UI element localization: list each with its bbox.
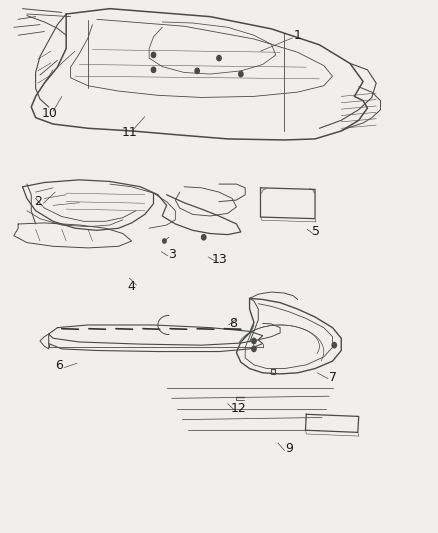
Text: 8: 8 (229, 317, 237, 330)
Text: 1: 1 (293, 29, 301, 42)
Text: 2: 2 (34, 195, 42, 208)
Text: 6: 6 (55, 359, 63, 373)
Circle shape (151, 67, 155, 72)
Text: 12: 12 (231, 402, 247, 415)
Text: 10: 10 (42, 107, 57, 120)
Circle shape (239, 71, 243, 77)
Circle shape (195, 68, 199, 74)
Circle shape (162, 239, 166, 243)
Circle shape (252, 338, 256, 344)
Text: 4: 4 (128, 280, 136, 293)
Circle shape (252, 346, 256, 352)
Text: 7: 7 (329, 370, 337, 384)
Circle shape (201, 235, 206, 240)
Text: 9: 9 (285, 442, 293, 455)
Text: 5: 5 (312, 225, 320, 238)
Text: 13: 13 (212, 253, 228, 266)
Text: 11: 11 (122, 125, 138, 139)
Circle shape (332, 343, 336, 348)
Text: 3: 3 (168, 248, 176, 261)
Circle shape (217, 55, 221, 61)
Circle shape (151, 52, 155, 58)
